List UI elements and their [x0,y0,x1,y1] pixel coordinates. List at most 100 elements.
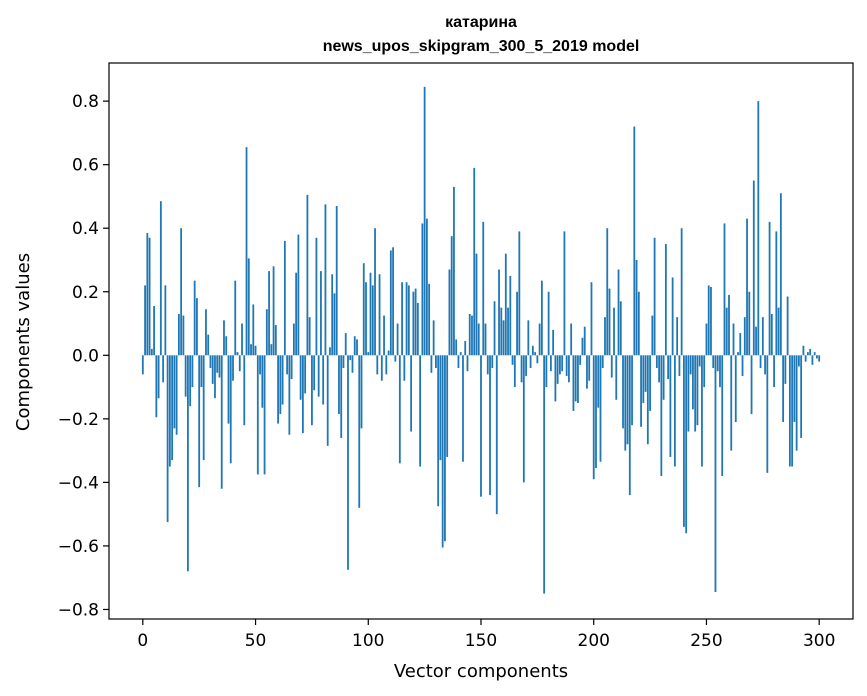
bar-209 [613,307,615,356]
bar-180 [547,291,550,356]
bar-64 [286,355,289,375]
bar-19 [184,355,187,397]
bar-44 [241,323,243,356]
bar-42 [236,352,239,356]
bar-140 [457,355,460,369]
y-tick-label: 0.4 [72,219,99,239]
bar-217 [631,355,633,426]
bar-5 [153,306,155,356]
bar-281 [775,231,778,356]
bar-266 [741,355,744,376]
bar-55 [265,309,268,356]
bar-241 [685,355,688,534]
bar-66 [290,355,293,380]
bar-248 [701,355,703,467]
bar-39 [229,355,232,464]
bar-269 [748,291,751,356]
bar-158 [498,269,500,356]
bar-78 [317,355,320,397]
bar-146 [471,315,473,356]
bar-201 [595,355,597,469]
bar-24 [196,298,198,356]
x-tick-label: 150 [465,631,497,651]
bar-73 [306,194,309,356]
bar-81 [324,204,327,356]
bar-246 [696,355,699,426]
bar-300 [818,355,821,362]
bar-160 [502,320,505,356]
bars-group [141,86,821,594]
bar-92 [349,355,352,361]
bar-34 [218,355,221,378]
bar-152 [484,323,487,356]
bar-216 [628,355,631,496]
bar-151 [482,221,485,356]
bar-154 [489,355,491,496]
bar-224 [646,355,649,445]
bar-88 [340,355,343,438]
bar-22 [191,355,194,388]
bar-58 [272,266,275,356]
bar-228 [655,355,658,369]
bar-226 [651,315,654,356]
bar-90 [344,333,347,356]
bar-186 [561,355,564,372]
chart-subtitle: news_upos_skipgram_300_5_2019 model [323,38,640,55]
bar-257 [721,355,724,477]
bar-0 [141,355,144,375]
y-tick-label: −0.4 [58,473,99,493]
bar-277 [766,355,769,473]
bar-130 [435,355,437,369]
bar-85 [333,293,336,356]
bar-261 [730,355,733,451]
bar-26 [200,355,203,388]
bar-213 [622,355,624,429]
bar-177 [540,280,543,356]
bar-91 [347,355,349,570]
bar-291 [797,355,800,367]
bar-126 [425,218,428,356]
bar-157 [495,355,498,515]
bar-54 [263,355,266,475]
bar-172 [529,355,532,369]
bar-179 [545,355,548,388]
bar-72 [304,355,307,394]
bar-286 [786,296,789,356]
bar-16 [177,313,180,356]
bar-273 [757,101,760,356]
bar-262 [732,323,735,356]
bar-233 [667,355,670,380]
bar-298 [813,352,816,356]
bar-128 [430,355,433,373]
bar-175 [536,355,539,364]
bar-280 [773,355,775,388]
bar-253 [712,355,715,369]
bar-115 [401,282,403,356]
bar-75 [311,355,313,426]
bar-113 [396,323,399,356]
bar-227 [653,237,656,356]
bar-231 [662,355,665,400]
bar-56 [268,271,270,356]
bar-184 [556,355,559,384]
bar-276 [764,355,766,375]
bar-8 [159,201,162,356]
bar-263 [734,355,737,423]
bar-212 [619,301,622,356]
bar-50 [254,345,257,356]
bar-194 [579,355,582,365]
x-tick-label: 300 [803,631,835,651]
bar-77 [315,237,318,356]
bar-191 [572,355,575,411]
bar-178 [543,355,546,594]
bar-234 [669,355,672,457]
bar-99 [365,282,367,356]
bar-11 [166,355,169,523]
bar-144 [466,355,469,372]
bar-236 [673,355,676,467]
bar-259 [725,307,728,356]
x-tick-label: 100 [352,631,384,651]
bar-289 [793,355,796,423]
bar-296 [809,348,812,356]
bar-95 [356,339,358,356]
